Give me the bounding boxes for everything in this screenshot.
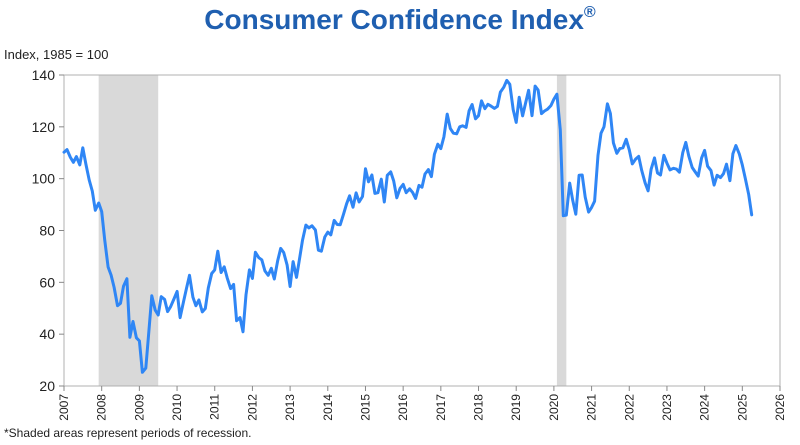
chart-title: Consumer Confidence Index®	[0, 4, 800, 36]
y-tick-label: 100	[32, 171, 56, 187]
axes	[63, 74, 781, 387]
y-axis-ticks: 20 40 60 80 100 120 140	[32, 67, 64, 394]
x-tick-label: 2008	[95, 394, 109, 421]
x-tick-label: 2007	[57, 394, 71, 421]
x-tick-label: 2026	[773, 394, 787, 421]
series-group	[62, 78, 754, 374]
y-tick-label: 120	[32, 119, 56, 135]
recession-band	[556, 75, 567, 386]
y-tick-label: 20	[39, 378, 55, 394]
y-tick-label: 80	[39, 223, 55, 239]
plot-frame	[63, 74, 781, 387]
registered-mark: ®	[583, 3, 596, 21]
x-tick-label: 2021	[585, 394, 599, 421]
x-tick-label: 2018	[472, 394, 486, 421]
x-tick-label: 2024	[698, 394, 712, 421]
x-tick-label: 2011	[208, 394, 222, 420]
confidence-index-line	[62, 78, 754, 374]
x-tick-label: 2023	[660, 394, 674, 421]
y-tick-label: 60	[39, 274, 55, 290]
x-tick-label: 2020	[547, 394, 561, 421]
x-tick-label: 2025	[735, 394, 749, 421]
x-tick-label: 2022	[622, 394, 636, 421]
recession-footnote: *Shaded areas represent periods of reces…	[4, 426, 252, 440]
chart-title-text: Consumer Confidence Index	[204, 4, 584, 35]
x-tick-label: 2014	[321, 394, 335, 421]
x-tick-label: 2012	[245, 394, 259, 421]
y-axis-label: Index, 1985 = 100	[4, 47, 109, 62]
x-tick-label: 2010	[170, 394, 184, 421]
x-tick-label: 2017	[434, 394, 448, 421]
x-axis-ticks: 2007 2008 2009 2010 2011 2012 2013 2014 2015 2016…	[57, 386, 787, 421]
y-tick-label: 140	[32, 67, 56, 83]
y-tick-label: 40	[39, 326, 55, 342]
x-tick-label: 2009	[132, 394, 146, 421]
x-tick-label: 2016	[396, 394, 410, 421]
x-tick-label: 2013	[283, 394, 297, 421]
x-tick-label: 2015	[358, 394, 372, 421]
x-tick-label: 2019	[509, 394, 523, 421]
